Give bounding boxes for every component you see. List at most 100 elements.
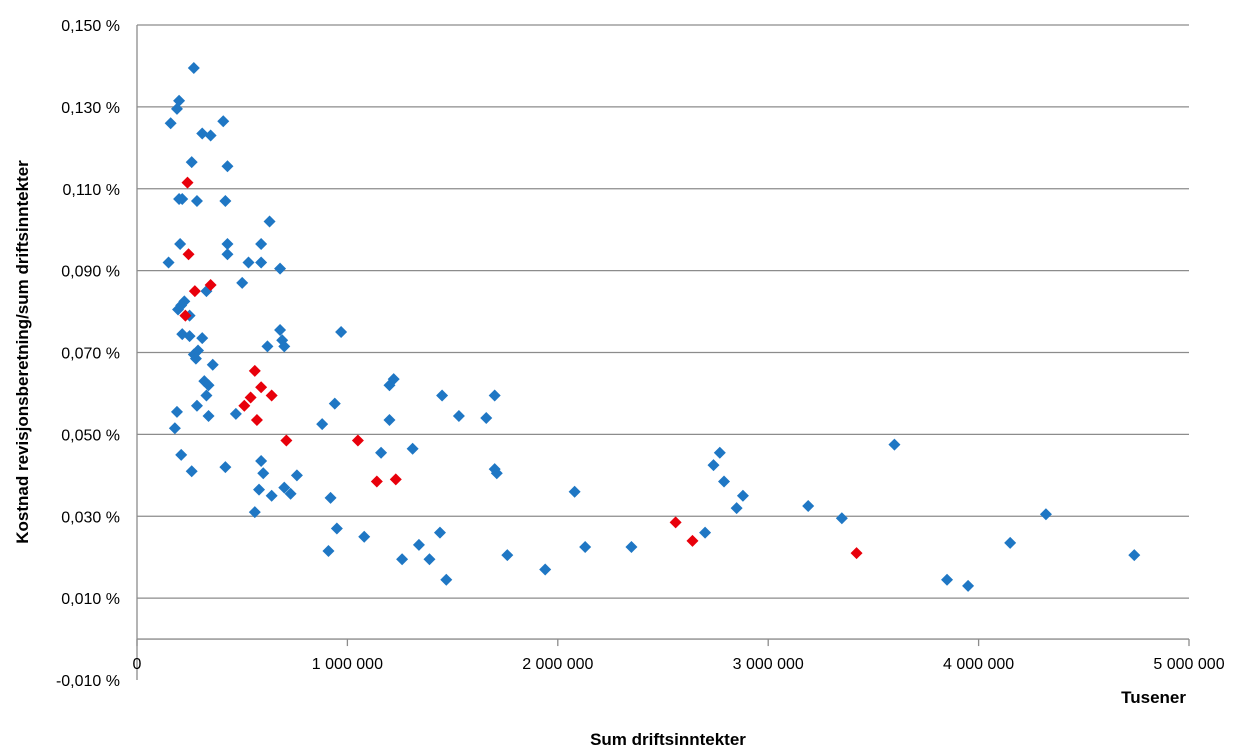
data-point	[718, 475, 731, 488]
data-point	[221, 248, 234, 261]
data-point	[170, 102, 183, 115]
data-point	[358, 530, 371, 543]
gridlines	[137, 24, 1189, 599]
data-point	[835, 512, 848, 525]
data-point	[1128, 549, 1141, 562]
data-point	[238, 399, 251, 412]
data-point	[164, 117, 177, 130]
data-point	[190, 399, 203, 412]
data-point	[669, 516, 682, 529]
data-point	[490, 467, 503, 480]
data-point	[219, 195, 232, 208]
data-point	[274, 323, 287, 336]
data-point	[200, 389, 213, 402]
data-point	[452, 409, 465, 422]
data-point	[501, 549, 514, 562]
data-point	[168, 422, 181, 435]
x-axis-unit-label: Tusener	[1121, 688, 1186, 707]
x-axis-title: Sum driftsinntekter	[590, 730, 746, 749]
y-tick-label: 0,030 %	[61, 509, 120, 526]
data-point	[263, 215, 276, 228]
data-point	[412, 538, 425, 551]
data-point	[802, 500, 815, 513]
data-point	[328, 397, 341, 410]
data-point	[172, 303, 185, 316]
data-point	[406, 442, 419, 455]
data-point	[568, 485, 581, 498]
data-point	[850, 547, 863, 560]
data-point	[261, 340, 274, 353]
data-point	[253, 483, 266, 496]
data-point	[962, 579, 975, 592]
data-point	[265, 489, 278, 502]
data-point	[278, 481, 291, 494]
data-point	[185, 156, 198, 169]
data-point	[204, 129, 217, 142]
data-point	[175, 448, 188, 461]
data-point	[190, 195, 203, 208]
data-point	[440, 573, 453, 586]
data-point	[330, 522, 343, 535]
data-point	[316, 418, 329, 431]
data-point	[370, 475, 383, 488]
data-series	[162, 61, 1141, 592]
data-point	[686, 534, 699, 547]
data-point	[196, 127, 209, 140]
data-point	[170, 405, 183, 418]
data-point	[389, 473, 402, 486]
data-point	[219, 461, 232, 474]
data-point	[713, 446, 726, 459]
data-point	[244, 391, 257, 404]
data-point	[335, 326, 348, 339]
x-tick-labels: 0 1 000 000 2 000 000 3 000 000 4 000 000 5 0…	[133, 656, 1225, 673]
data-point	[206, 358, 219, 371]
data-point	[248, 506, 261, 519]
data-point	[1039, 508, 1052, 521]
y-tick-label: -0,010 %	[56, 673, 120, 690]
data-point	[290, 469, 303, 482]
data-point	[480, 412, 493, 424]
y-tick-label: 0,130 %	[61, 100, 120, 117]
data-point	[242, 256, 255, 269]
y-axis-title: Kostnad revisjonsberetning/sum driftsinn…	[13, 160, 32, 544]
data-point	[173, 94, 186, 107]
data-point	[625, 540, 638, 553]
data-point	[274, 262, 287, 275]
data-point	[351, 434, 364, 447]
data-point	[423, 553, 436, 566]
data-point	[736, 489, 749, 502]
series-2	[179, 176, 863, 560]
data-point	[730, 502, 743, 515]
data-point	[248, 364, 261, 377]
data-point	[383, 414, 396, 427]
data-point	[189, 352, 202, 365]
data-point	[699, 526, 712, 539]
data-point	[322, 545, 335, 558]
x-tick-label: 3 000 000	[733, 656, 804, 673]
data-point	[202, 409, 215, 422]
x-tick-label: 4 000 000	[943, 656, 1014, 673]
x-tick-label: 2 000 000	[522, 656, 593, 673]
x-tick-label: 0	[133, 656, 142, 673]
data-point	[278, 340, 291, 353]
data-point	[941, 573, 954, 586]
y-tick-label: 0,110 %	[62, 182, 120, 199]
data-point	[396, 553, 409, 566]
data-point	[221, 238, 234, 251]
data-point	[183, 330, 196, 343]
data-point	[707, 459, 720, 472]
data-point	[255, 454, 268, 467]
data-point	[192, 344, 205, 357]
data-point	[229, 407, 242, 420]
x-tick-label: 1 000 000	[312, 656, 383, 673]
series-1	[162, 61, 1141, 592]
data-point	[265, 389, 278, 402]
data-point	[182, 248, 195, 261]
data-point	[1004, 536, 1017, 549]
data-point	[433, 526, 446, 539]
data-point	[176, 192, 189, 205]
y-tick-label: 0,070 %	[61, 346, 120, 363]
y-tick-label: 0,050 %	[61, 427, 120, 444]
data-point	[579, 540, 592, 553]
